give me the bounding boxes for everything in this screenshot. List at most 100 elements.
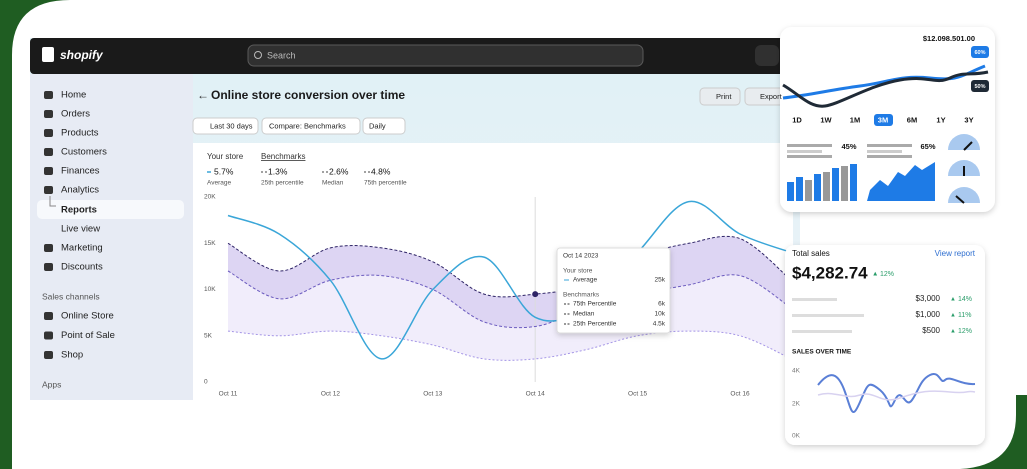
range-tab[interactable]: 3Y	[964, 115, 973, 124]
metric-value: 2.6%	[329, 166, 349, 176]
tooltip-text: 25k	[655, 277, 666, 284]
metric-value: 1.3%	[268, 166, 288, 176]
nav-section: Apps	[42, 379, 61, 389]
x-tick-label: Oct 11	[219, 391, 238, 398]
range-tab[interactable]: 6M	[907, 115, 917, 124]
filter-button[interactable]	[362, 117, 406, 135]
nav-icon	[44, 129, 53, 137]
notifications[interactable]	[755, 45, 779, 66]
series-line	[227, 200, 792, 360]
stat: 45%	[841, 142, 856, 151]
up-arrow: ▲	[950, 297, 956, 303]
nav-item[interactable]: Shop	[61, 350, 83, 361]
hover-point	[532, 291, 539, 298]
row-change: 12%	[958, 328, 972, 335]
placeholder	[792, 330, 852, 333]
nav-item[interactable]: Online Store	[61, 311, 114, 322]
nav-item[interactable]: Products	[61, 128, 99, 139]
filter-label[interactable]: Compare: Benchmarks	[269, 121, 346, 130]
range-tab[interactable]: 1Y	[936, 115, 945, 124]
trend-line	[782, 70, 989, 108]
card-total: $12.098.501.00	[923, 34, 975, 43]
row-change: 14%	[958, 296, 972, 303]
x-tick-label: Oct 16	[730, 391, 750, 398]
series-line	[227, 330, 792, 361]
search-box[interactable]	[247, 44, 644, 67]
nav-selected	[37, 200, 184, 219]
gauges	[948, 134, 980, 204]
print-button[interactable]	[699, 87, 741, 106]
search-placeholder[interactable]: Search	[267, 50, 296, 60]
filter-button[interactable]	[261, 117, 361, 135]
placeholder	[792, 314, 864, 317]
y-tick-label: 5K	[204, 332, 213, 339]
tooltip-text: Your store	[563, 268, 593, 275]
y-tick-label: 10K	[204, 286, 216, 293]
nav-item[interactable]: Home	[61, 90, 86, 101]
nav-icon	[44, 331, 53, 340]
row-value: $500	[922, 326, 940, 335]
x-tick-label: Oct 12	[321, 391, 341, 398]
change: 12%	[880, 271, 894, 278]
tab[interactable]: Your store	[207, 152, 244, 161]
metric-value: 5.7%	[214, 166, 234, 176]
nav-item[interactable]: Reports	[61, 205, 97, 216]
filter-label[interactable]: Last 30 days	[210, 121, 253, 130]
range-tab[interactable]: 1M	[850, 115, 860, 124]
tooltip-text: Median	[573, 311, 595, 318]
axis-label: 4K	[792, 368, 801, 375]
metric-value: 4.8%	[371, 166, 391, 176]
nav-icon	[44, 91, 53, 99]
placeholder	[787, 144, 832, 147]
badge	[971, 46, 989, 58]
series-line	[227, 235, 792, 298]
y-tick-label: 0	[204, 379, 208, 386]
filter-label[interactable]: Daily	[369, 121, 386, 130]
trend-line	[782, 64, 986, 100]
nav-item[interactable]: Marketing	[61, 243, 103, 254]
card-link[interactable]: View report	[935, 249, 976, 258]
nav-icon	[44, 186, 53, 194]
badge	[971, 80, 989, 92]
x-tick-label: Oct 15	[628, 391, 648, 398]
action-label[interactable]: Export	[760, 92, 783, 101]
range-tab[interactable]: 1W	[820, 115, 832, 124]
nav-icon	[44, 244, 53, 252]
card	[785, 245, 985, 445]
nav-item[interactable]: Finances	[61, 166, 100, 177]
sales-card	[785, 245, 985, 445]
metric-label: 25th percentile	[261, 180, 304, 187]
nav-item[interactable]: Discounts	[61, 262, 103, 273]
nav-icon	[44, 351, 53, 359]
action-label[interactable]: Print	[716, 92, 732, 101]
range-tab[interactable]: 3M	[878, 115, 888, 124]
range-selected	[874, 114, 893, 126]
tooltip: Oct 14 2023 Your store Average 25k Benchmark…	[556, 247, 671, 334]
frame-corner	[0, 0, 70, 469]
main-chart: 0 5K 10K 15K 20K Oct 11 Oct 12 Oct 13 Oct 14 Oct …	[204, 194, 792, 398]
row-change: 11%	[958, 312, 972, 319]
placeholder	[792, 298, 837, 301]
range-tab[interactable]: 1D	[792, 115, 802, 124]
x-tick-label: Oct 13	[423, 391, 443, 398]
filter-button[interactable]	[192, 117, 259, 135]
row-value: $3,000	[916, 294, 941, 303]
nav-item[interactable]: Point of Sale	[61, 330, 115, 341]
nav-item[interactable]: Customers	[61, 147, 107, 158]
frame-corner	[960, 395, 1027, 469]
nav-item[interactable]: Live view	[61, 224, 100, 235]
placeholder	[867, 144, 912, 147]
brand: shopify	[60, 48, 104, 62]
nav-item[interactable]: Analytics	[61, 185, 99, 196]
nav-icon	[44, 312, 53, 320]
tab[interactable]: Benchmarks	[261, 152, 305, 161]
mini-bars	[787, 164, 857, 201]
tooltip-text: Oct 14 2023	[563, 253, 599, 260]
axis-label: 2K	[792, 401, 801, 408]
logo-icon	[42, 47, 54, 62]
tooltip-text: Benchmarks	[563, 292, 600, 299]
back-arrow[interactable]: ←	[197, 88, 209, 102]
nav-item[interactable]: Orders	[61, 109, 90, 120]
series-line	[227, 270, 792, 329]
